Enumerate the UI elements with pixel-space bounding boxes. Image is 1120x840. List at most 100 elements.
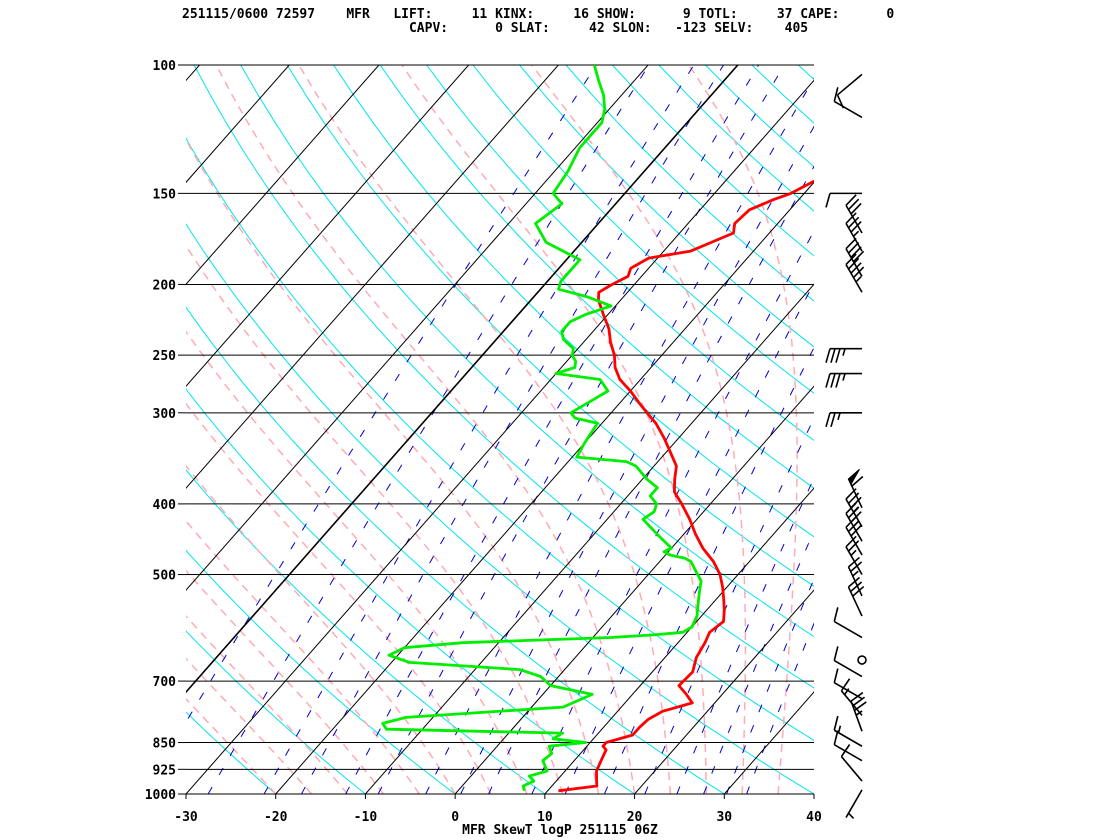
dry-adiabat-line	[426, 65, 814, 441]
dry-adiabat-line	[658, 65, 814, 212]
dry-adiabat-line	[186, 388, 636, 794]
dry-adiabat-line	[845, 65, 1120, 809]
temperature-tick-label: -30	[174, 810, 198, 825]
dry-adiabat-line	[472, 65, 814, 394]
station-header: 251115/0600 72597 MFR LIFT: 11 KINX: 16 …	[182, 8, 894, 36]
isotherm-line	[186, 65, 559, 489]
isotherm-line	[544, 487, 814, 794]
dry-adiabat-line	[193, 65, 814, 689]
wind-barb	[833, 607, 863, 639]
temperature-tick-labels: -30 -20 -10 0 10 20 30 40	[174, 794, 822, 825]
wind-barb	[840, 678, 863, 716]
wind-barb	[847, 576, 865, 617]
mixing-ratio-line	[377, 65, 785, 794]
pressure-tick-labels: 100 150 200 250 300 400 500 700 850 925 1000	[145, 59, 176, 803]
moist-adiabat-line	[215, 65, 636, 794]
pressure-tick-label: 150	[153, 187, 177, 202]
pressure-tick-label: 400	[153, 498, 177, 513]
wind-barb	[845, 535, 863, 575]
wind-barb	[845, 253, 865, 293]
wind-barb	[833, 87, 863, 119]
dry-adiabat-line	[240, 65, 814, 638]
dry-adiabat-line	[186, 223, 814, 794]
mixing-ratio-line	[726, 577, 814, 794]
dry-adiabat-line	[186, 711, 277, 794]
moist-adiabat-line	[186, 519, 420, 794]
isotherm-line	[186, 65, 739, 694]
pressure-tick-label: 500	[153, 569, 177, 584]
dry-adiabat-line	[891, 65, 1120, 809]
isotherm-line	[723, 691, 814, 794]
temperature-tick-label: -10	[354, 810, 378, 825]
sounding-profiles	[381, 65, 814, 793]
isotherm-line	[454, 385, 814, 794]
isotherm-line	[365, 283, 814, 794]
isotherm-line	[275, 181, 814, 794]
temperature-tick-label: 30	[716, 810, 732, 825]
pressure-tick-label: 1000	[145, 788, 176, 803]
mixing-ratio-line	[703, 529, 814, 794]
wind-barbs	[825, 73, 867, 820]
pressure-tick-label: 200	[153, 278, 177, 293]
dry-adiabat-line	[333, 65, 814, 538]
wind-barb	[833, 646, 863, 678]
wind-barb	[845, 194, 863, 234]
mixing-ratio-line	[186, 65, 597, 724]
isotherm-line	[186, 79, 814, 794]
pressure-tick-label: 925	[153, 763, 176, 778]
mixing-ratio-line	[676, 476, 814, 794]
wind-barb	[836, 73, 863, 109]
pressure-tick-label: 300	[153, 407, 177, 422]
pressure-tick-label: 250	[153, 349, 177, 364]
isobar-lines	[178, 64, 814, 795]
wind-barb	[845, 789, 863, 820]
isotherm-line	[186, 65, 380, 286]
dry-adiabat-line	[186, 469, 546, 794]
wind-barb	[845, 488, 863, 528]
wind-barb	[857, 655, 867, 665]
dry-adiabat-line	[286, 65, 814, 587]
mixing-ratio-line	[207, 65, 650, 794]
chart-title: MFR SkewT logP 251115 06Z	[462, 823, 658, 838]
mixing-ratio-line	[746, 622, 814, 794]
mixing-ratio-line	[531, 229, 814, 794]
dry-adiabat-line	[186, 793, 187, 794]
dry-adiabat-line	[186, 630, 367, 794]
mixing-ratio-line	[263, 65, 695, 794]
moist-adiabat-line	[688, 65, 798, 794]
moist-adiabat-line	[186, 330, 528, 794]
wind-barb	[845, 212, 863, 252]
temperature-tick-label: 0	[451, 810, 459, 825]
temperature-tick-label: 40	[806, 810, 822, 825]
wind-barb	[847, 468, 864, 509]
wind-barb	[833, 715, 863, 747]
wind-barb	[833, 668, 863, 700]
temperature-tick-label: -20	[264, 810, 288, 825]
isotherm-line	[0, 65, 110, 794]
dry-adiabat-line	[186, 137, 814, 741]
isotherm-line	[186, 65, 290, 184]
header-line-2: CAPV: 0 SLAT: 42 SLON: -123 SELV: 405	[182, 21, 809, 36]
dry-adiabat-line	[519, 65, 814, 348]
temperature-tick-label: 20	[627, 810, 643, 825]
moist-adiabat-line	[186, 697, 277, 794]
wind-barb	[825, 412, 862, 428]
mixing-ratio-line	[425, 77, 814, 794]
moist-adiabat-line	[186, 402, 492, 794]
dry-adiabat-line	[186, 306, 726, 794]
pressure-tick-label: 850	[153, 737, 177, 752]
dry-adiabat-line	[565, 65, 814, 302]
header-line-1: 251115/0600 72597 MFR LIFT: 11 KINX: 16 …	[182, 7, 895, 22]
dry-adiabat-line	[751, 65, 814, 124]
isotherm-line	[904, 65, 1120, 794]
temperature-tick-label: 10	[537, 810, 553, 825]
dry-adiabat-line	[379, 65, 814, 489]
moist-adiabat-line	[531, 65, 747, 794]
dry-adiabat-line	[705, 65, 814, 168]
pressure-tick-label: 700	[153, 675, 177, 690]
isotherm-line	[186, 65, 649, 591]
moist-adiabat-line	[186, 569, 384, 794]
mixing-ratio-line	[644, 417, 814, 794]
moist-adiabat-line	[186, 464, 456, 794]
